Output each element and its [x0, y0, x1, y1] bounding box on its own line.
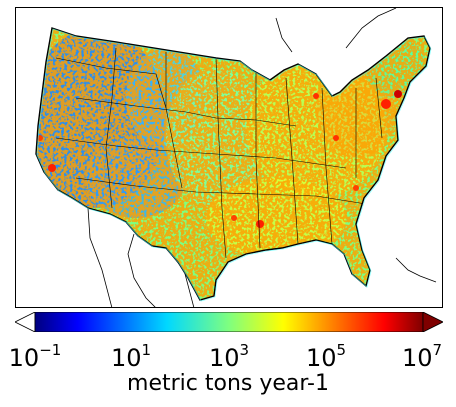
- canada-border-east: [345, 8, 397, 49]
- colorbar-extend-low: [15, 312, 36, 332]
- cuba-outline: [395, 257, 437, 283]
- colorbar-tick-3: 103: [208, 341, 250, 372]
- state-borders: [55, 47, 383, 259]
- canada-lake-shore: [275, 17, 293, 53]
- colorbar-gradient: [34, 312, 424, 332]
- baja-coast: [87, 207, 113, 307]
- colorbar-tick-4: 105: [305, 341, 347, 372]
- mexico-border: [127, 233, 156, 307]
- colorbar: [15, 312, 443, 332]
- colorbar-tick-2: 101: [110, 341, 152, 372]
- colorbar-label: metric tons year-1: [127, 371, 329, 396]
- colorbar-tick-1: 10−1: [8, 341, 62, 372]
- colorbar-extend-high: [422, 312, 443, 332]
- emissions-map: [35, 8, 437, 307]
- map-panel: [15, 7, 443, 308]
- colorbar-tick-5: 107: [401, 341, 443, 372]
